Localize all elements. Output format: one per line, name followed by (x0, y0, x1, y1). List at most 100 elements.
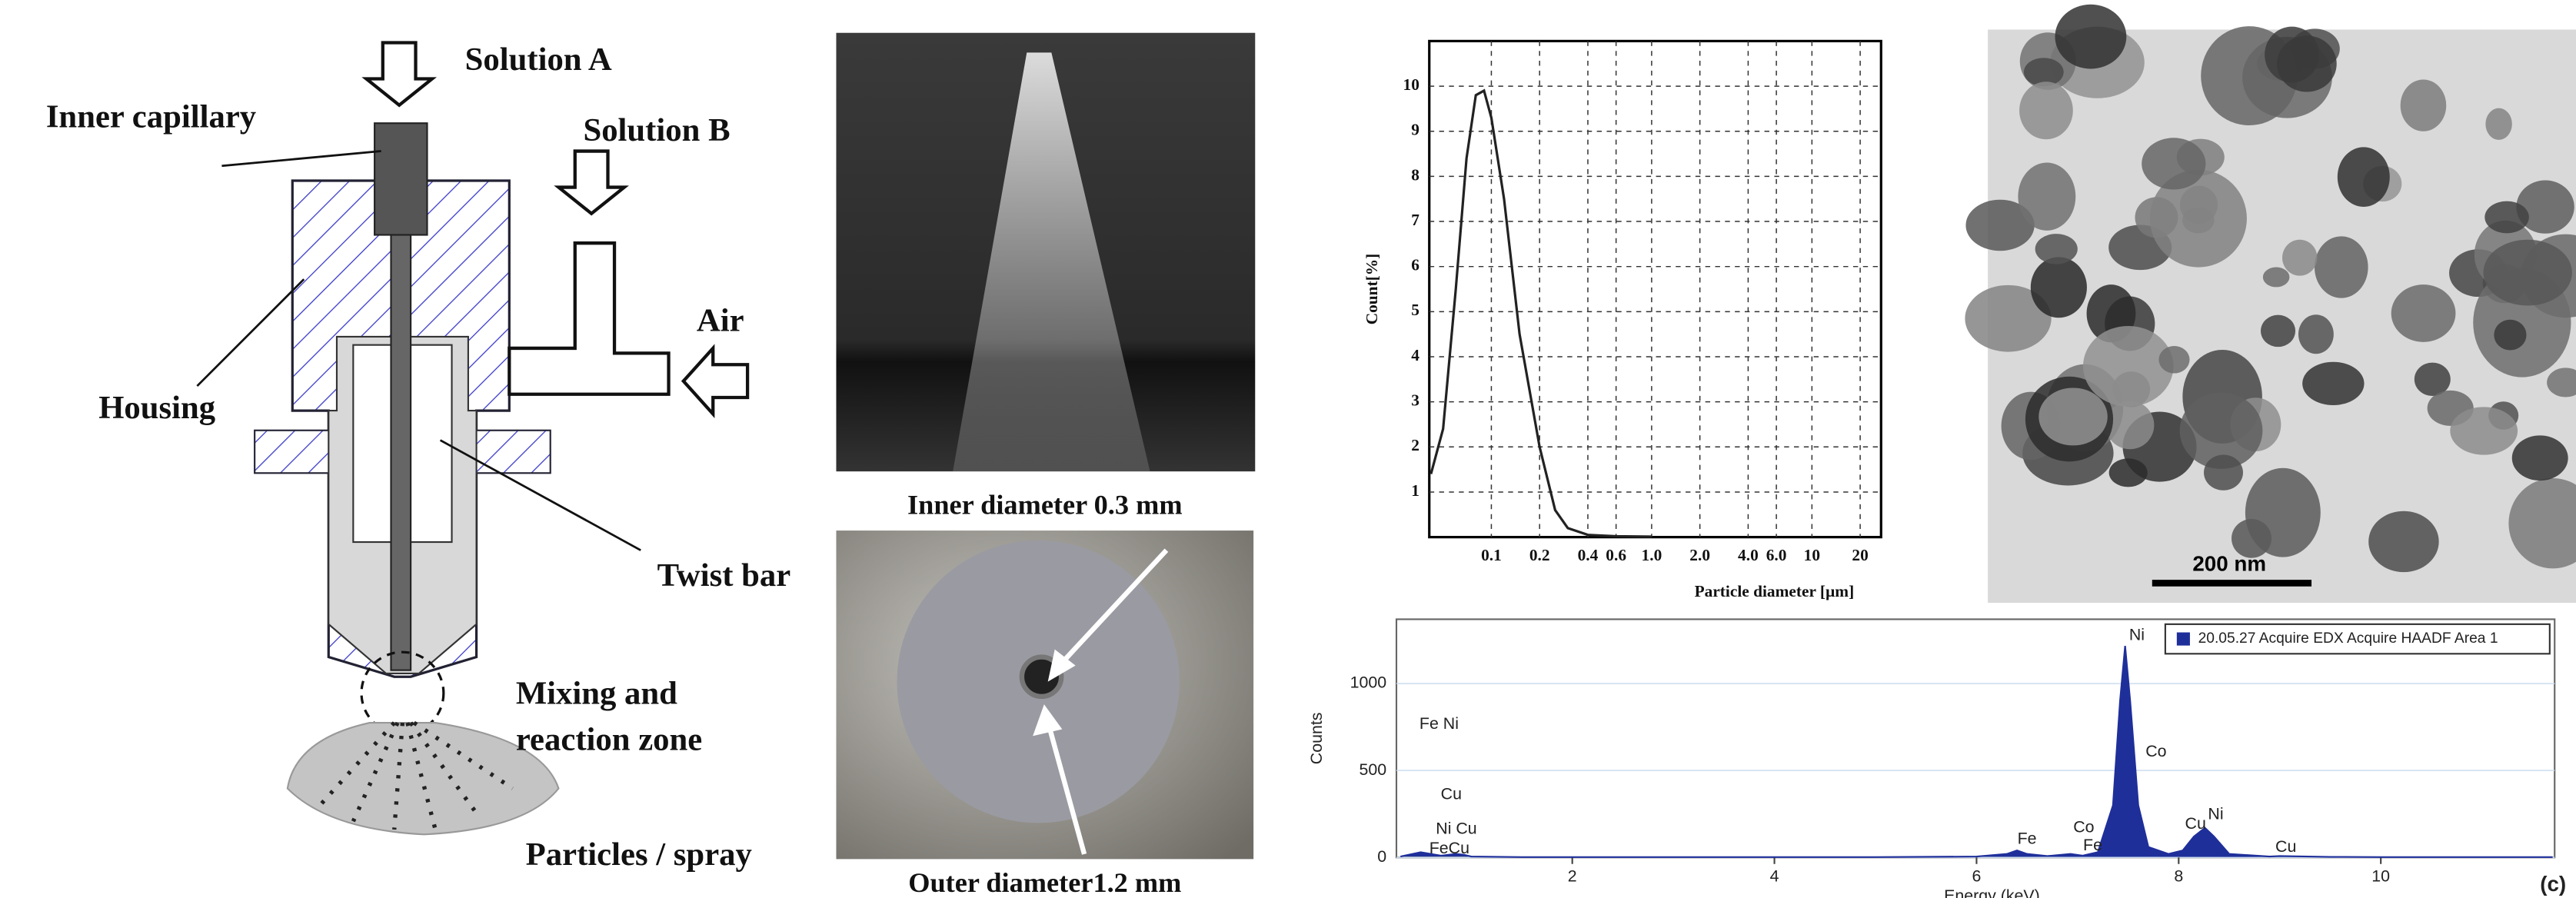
x-tick-label: 6.0 (1766, 546, 1787, 564)
y-tick-label: 10 (1403, 75, 1419, 94)
legend-label: 20.05.27 Acquire EDX Acquire HAADF Area … (2198, 630, 2498, 647)
peak-label: FeCu (1429, 839, 1469, 857)
particle-blob (2263, 268, 2290, 288)
peak-label: Cu (2185, 814, 2206, 833)
particle-blob (2298, 314, 2334, 354)
particle-blob (2368, 511, 2438, 572)
y-tick-label: 6 (1411, 256, 1419, 274)
particle-blob (2282, 240, 2317, 276)
particle-blob (2261, 315, 2295, 348)
particle-blob (2485, 108, 2511, 140)
particle-blob (2494, 320, 2526, 351)
particle-blob (2245, 468, 2321, 557)
capillary (391, 235, 411, 670)
y-tick-label: 2 (1411, 436, 1419, 454)
peak-label: Cu (1441, 785, 1462, 803)
x-tick-label: 2 (1568, 867, 1577, 886)
caption: Outer diameter1.2 mm (908, 867, 1181, 898)
particle-blob (2142, 138, 2205, 189)
particle-blob (2039, 387, 2107, 445)
x-axis-label: Particle diameter [µm] (1695, 582, 1855, 600)
figure: 200 nm Solution A Inner capillary Soluti… (0, 0, 2576, 898)
particle-blob (2302, 362, 2364, 405)
plot-area (1429, 41, 1882, 537)
y-axis-label: Count[%] (1363, 254, 1381, 325)
y-tick-label: 1000 (1350, 674, 1387, 692)
label: Solution B (583, 112, 730, 148)
label: Air (697, 303, 744, 339)
y-tick-label: 3 (1411, 391, 1419, 410)
particle-blob (2391, 284, 2456, 342)
particle-blob (2019, 81, 2073, 139)
y-tick-label: 7 (1411, 211, 1419, 229)
x-axis-label: Energy (keV) (1944, 886, 2040, 898)
particle-blob (2401, 79, 2447, 131)
x-tick-label: 0.1 (1481, 546, 1502, 564)
label: Inner capillary (46, 99, 256, 135)
label: reaction zone (516, 721, 702, 757)
particle-blob (2018, 163, 2075, 231)
x-tick-label: 4.0 (1738, 546, 1759, 564)
caption: Inner diameter 0.3 mm (907, 489, 1183, 520)
tem-image (1965, 5, 2576, 603)
x-tick-label: 1.0 (1642, 546, 1662, 564)
particle-blob (2483, 240, 2571, 306)
x-tick-label: 6 (1972, 867, 1981, 886)
nozzle-photo (836, 530, 1253, 859)
x-tick-label: 8 (2174, 867, 2183, 886)
peak-label: Ni Cu (1436, 820, 1476, 838)
peak-label: Co (2145, 742, 2166, 760)
x-tick-label: 20 (1852, 546, 1868, 564)
page: { "diagram": {"labels": ["Solution A","I… (0, 0, 2576, 898)
panel-label: (c) (2540, 872, 2566, 896)
arrow-b (558, 151, 624, 214)
x-tick-label: 0.4 (1578, 546, 1599, 564)
x-tick-label: 0.6 (1606, 546, 1626, 564)
particle-blob (2083, 326, 2174, 407)
air-inlet (509, 243, 668, 394)
peak-label: Fe (2083, 836, 2102, 854)
particle-blob (2512, 435, 2568, 481)
particle-blob (2484, 201, 2528, 234)
nozzle-diagram (197, 43, 747, 835)
spray-photo (836, 33, 1255, 471)
y-tick-label: 500 (1360, 760, 1387, 779)
label: Particles / spray (526, 836, 752, 873)
x-tick-label: 10 (2371, 867, 2390, 886)
arrow-a (366, 43, 431, 105)
particle-blob (2035, 234, 2078, 264)
y-tick-label: 4 (1411, 346, 1419, 364)
peak-label: Fe (2018, 829, 2037, 847)
y-tick-label: 0 (1377, 847, 1386, 866)
x-tick-label: 4 (1770, 867, 1779, 886)
label: Solution A (465, 42, 612, 78)
y-tick-label: 1 (1411, 481, 1419, 500)
peak-label: Fe Ni (1419, 714, 1459, 733)
scale-bar-label: 200 nm (2192, 551, 2266, 575)
particle-blob (2338, 147, 2390, 207)
label: Twist bar (657, 557, 791, 594)
particle-blob (2277, 35, 2337, 91)
capillary-head (374, 123, 427, 234)
y-tick-label: 9 (1411, 121, 1419, 139)
particle-blob (2204, 454, 2243, 490)
label: Mixing and (516, 676, 677, 712)
particle-blob (2105, 401, 2154, 449)
peak-label: Cu (2275, 837, 2296, 856)
plot-area (1396, 619, 2554, 857)
particle-blob (2055, 5, 2126, 69)
x-tick-label: 10 (1804, 546, 1820, 564)
particle-blob (2450, 407, 2518, 454)
particle-blob (2031, 257, 2087, 318)
particle-blob (2158, 346, 2189, 374)
peak-label: Co (2073, 817, 2094, 836)
particle-blob (2315, 236, 2368, 298)
x-tick-label: 0.2 (1529, 546, 1550, 564)
x-tick-label: 2.0 (1689, 546, 1710, 564)
legend-swatch (2177, 633, 2190, 646)
particle-blob (2109, 458, 2148, 487)
y-tick-label: 5 (1411, 301, 1419, 319)
label: Housing (98, 390, 215, 426)
y-tick-label: 8 (1411, 165, 1419, 184)
peak-label: Ni (2129, 625, 2145, 644)
